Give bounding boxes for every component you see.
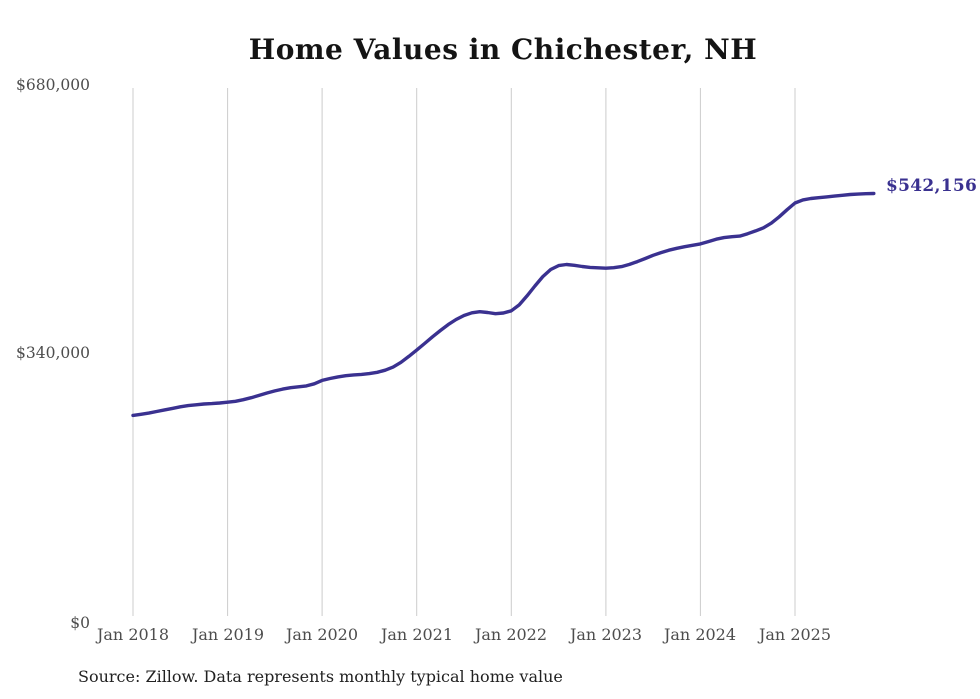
chart-title: Home Values in Chichester, NH [248, 33, 758, 66]
x-axis-tick-jan-2024: Jan 2024 [663, 625, 737, 644]
source-note: Source: Zillow. Data represents monthly … [78, 667, 563, 686]
x-axis-tick-jan-2023: Jan 2023 [569, 625, 643, 644]
x-axis-tick-jan-2020: Jan 2020 [285, 625, 359, 644]
latest-value-label: $542,156 [886, 176, 978, 196]
home-value-line [131, 191, 876, 418]
vertical-gridlines [132, 88, 796, 616]
x-axis-tick-jan-2022: Jan 2022 [474, 625, 548, 644]
y-axis-tick-340k: $340,000 [16, 344, 90, 362]
x-axis-tick-jan-2019: Jan 2019 [191, 625, 265, 644]
x-axis-tick-jan-2021: Jan 2021 [380, 625, 454, 644]
y-axis-tick-zero: $0 [70, 614, 90, 632]
x-axis-tick-jan-2018: Jan 2018 [96, 625, 170, 644]
x-axis-tick-jan-2025: Jan 2025 [758, 625, 832, 644]
y-axis-tick-680k: $680,000 [16, 76, 90, 94]
